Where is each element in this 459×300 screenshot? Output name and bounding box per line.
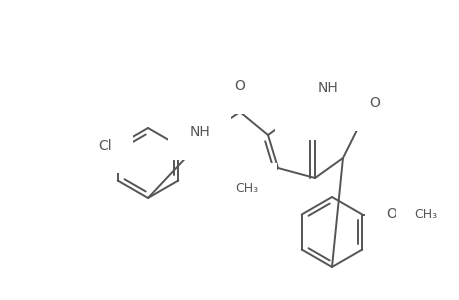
Text: O: O [369,96,380,110]
Text: Cl: Cl [98,139,112,152]
Text: CH₃: CH₃ [235,182,257,194]
Text: NH: NH [317,81,338,95]
Text: NH: NH [189,125,210,139]
Text: O: O [386,208,396,221]
Text: O: O [234,79,245,93]
Text: CH₃: CH₃ [414,208,437,221]
Text: S: S [295,105,304,119]
